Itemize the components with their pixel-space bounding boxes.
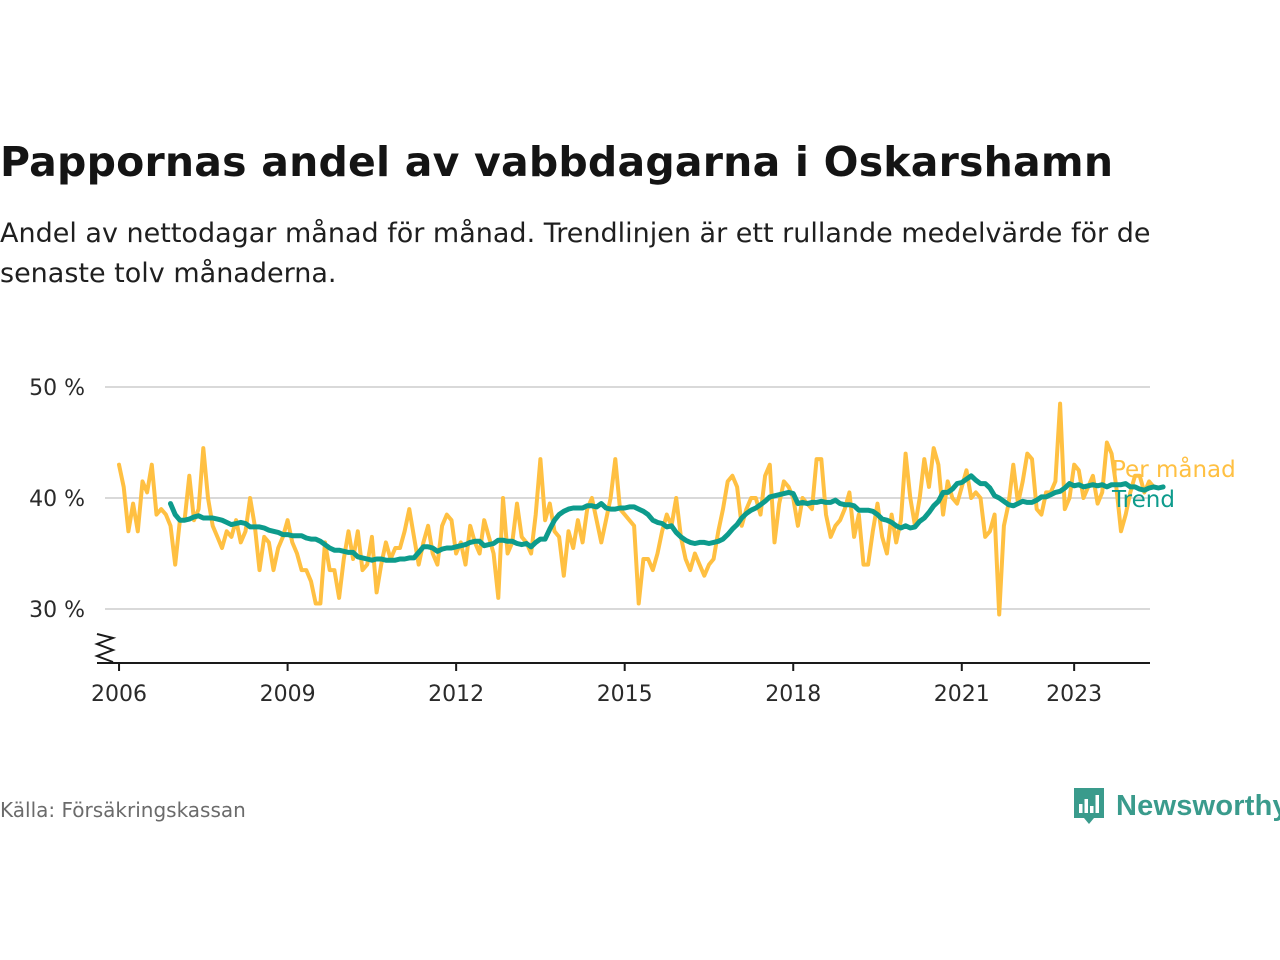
x-tick-label: 2018 (765, 682, 821, 707)
brand-name: Newsworthy (1116, 789, 1280, 822)
x-tick-label: 2009 (260, 682, 316, 707)
chart-title: Pappornas andel av vabbdagarna i Oskarsh… (0, 138, 1114, 186)
legend-label-trend: Trend (1111, 487, 1175, 513)
x-tick-label: 2006 (91, 682, 147, 707)
y-tick-label: 30 % (29, 598, 85, 623)
x-tick-label: 2023 (1046, 682, 1102, 707)
brand-logo[interactable]: Newsworthy (1072, 784, 1280, 828)
x-tick-label: 2021 (934, 682, 990, 707)
gridlines (105, 386, 1150, 610)
y-axis-ticks: 30 % 40 % 50 % (29, 376, 85, 623)
y-tick-label: 40 % (29, 487, 85, 512)
x-tick-label: 2012 (428, 682, 484, 707)
source-note: Källa: Försäkringskassan (0, 798, 246, 822)
x-axis (94, 633, 1150, 664)
series-line-per-manad (117, 401, 1156, 617)
newsworthy-logo-icon (1074, 788, 1104, 824)
y-tick-label: 50 % (29, 376, 85, 401)
series-line-trend (168, 473, 1166, 563)
legend-label-per-manad: Per månad (1112, 455, 1236, 483)
chart-subtitle: Andel av nettodagar månad för månad. Tre… (0, 218, 1151, 289)
line-chart: 30 % 40 % 50 % 2006 2009 2012 2015 2018 2021 202… (29, 376, 1236, 707)
legend: Per månad Trend (1111, 455, 1236, 513)
x-tick-label: 2015 (597, 682, 653, 707)
series-lines (117, 401, 1166, 617)
axis-break-icon (94, 633, 117, 663)
x-axis-ticks: 2006 2009 2012 2015 2018 2021 2023 (91, 663, 1102, 707)
